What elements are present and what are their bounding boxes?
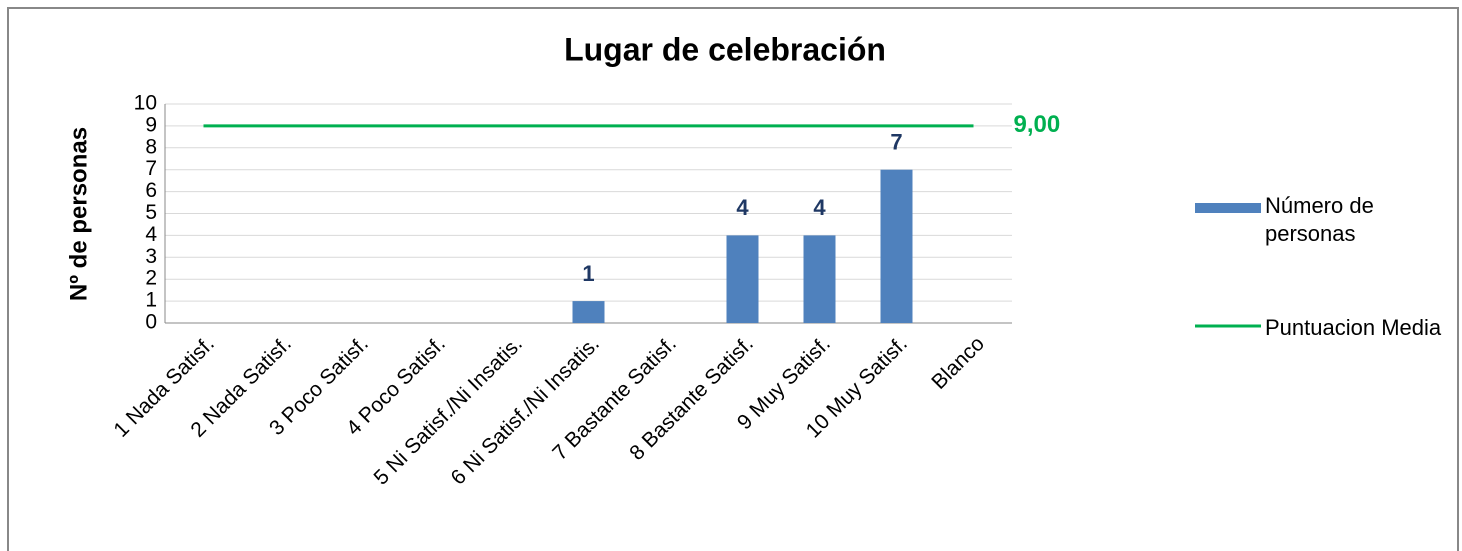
y-tick-label: 6: [145, 179, 157, 202]
y-tick-label: 3: [145, 245, 157, 268]
y-tick-label: 8: [145, 135, 157, 158]
y-tick-label: 4: [145, 223, 157, 246]
legend-swatch: [1195, 203, 1261, 213]
chart-title: Lugar de celebración: [564, 31, 886, 67]
bar: [803, 235, 836, 323]
legend-label: Número de personas: [1265, 193, 1374, 246]
y-tick-label: 0: [145, 311, 157, 334]
data-label: 9,00: [1014, 111, 1061, 138]
data-label: 4: [813, 195, 826, 220]
legend-label: Puntuacion Media: [1265, 315, 1442, 340]
y-tick-label: 7: [145, 157, 157, 180]
y-tick-label: 2: [145, 267, 157, 290]
data-label: 4: [736, 195, 749, 220]
y-tick-label: 1: [145, 289, 157, 312]
bar: [572, 301, 605, 323]
y-tick-label: 9: [145, 113, 157, 136]
bar: [880, 169, 913, 323]
y-tick-label: 10: [134, 92, 157, 115]
data-label: 1: [582, 261, 594, 286]
bar: [726, 235, 759, 323]
y-axis-label: Nº de personas: [65, 127, 92, 301]
data-label: 7: [890, 130, 902, 155]
y-tick-label: 5: [145, 201, 157, 224]
